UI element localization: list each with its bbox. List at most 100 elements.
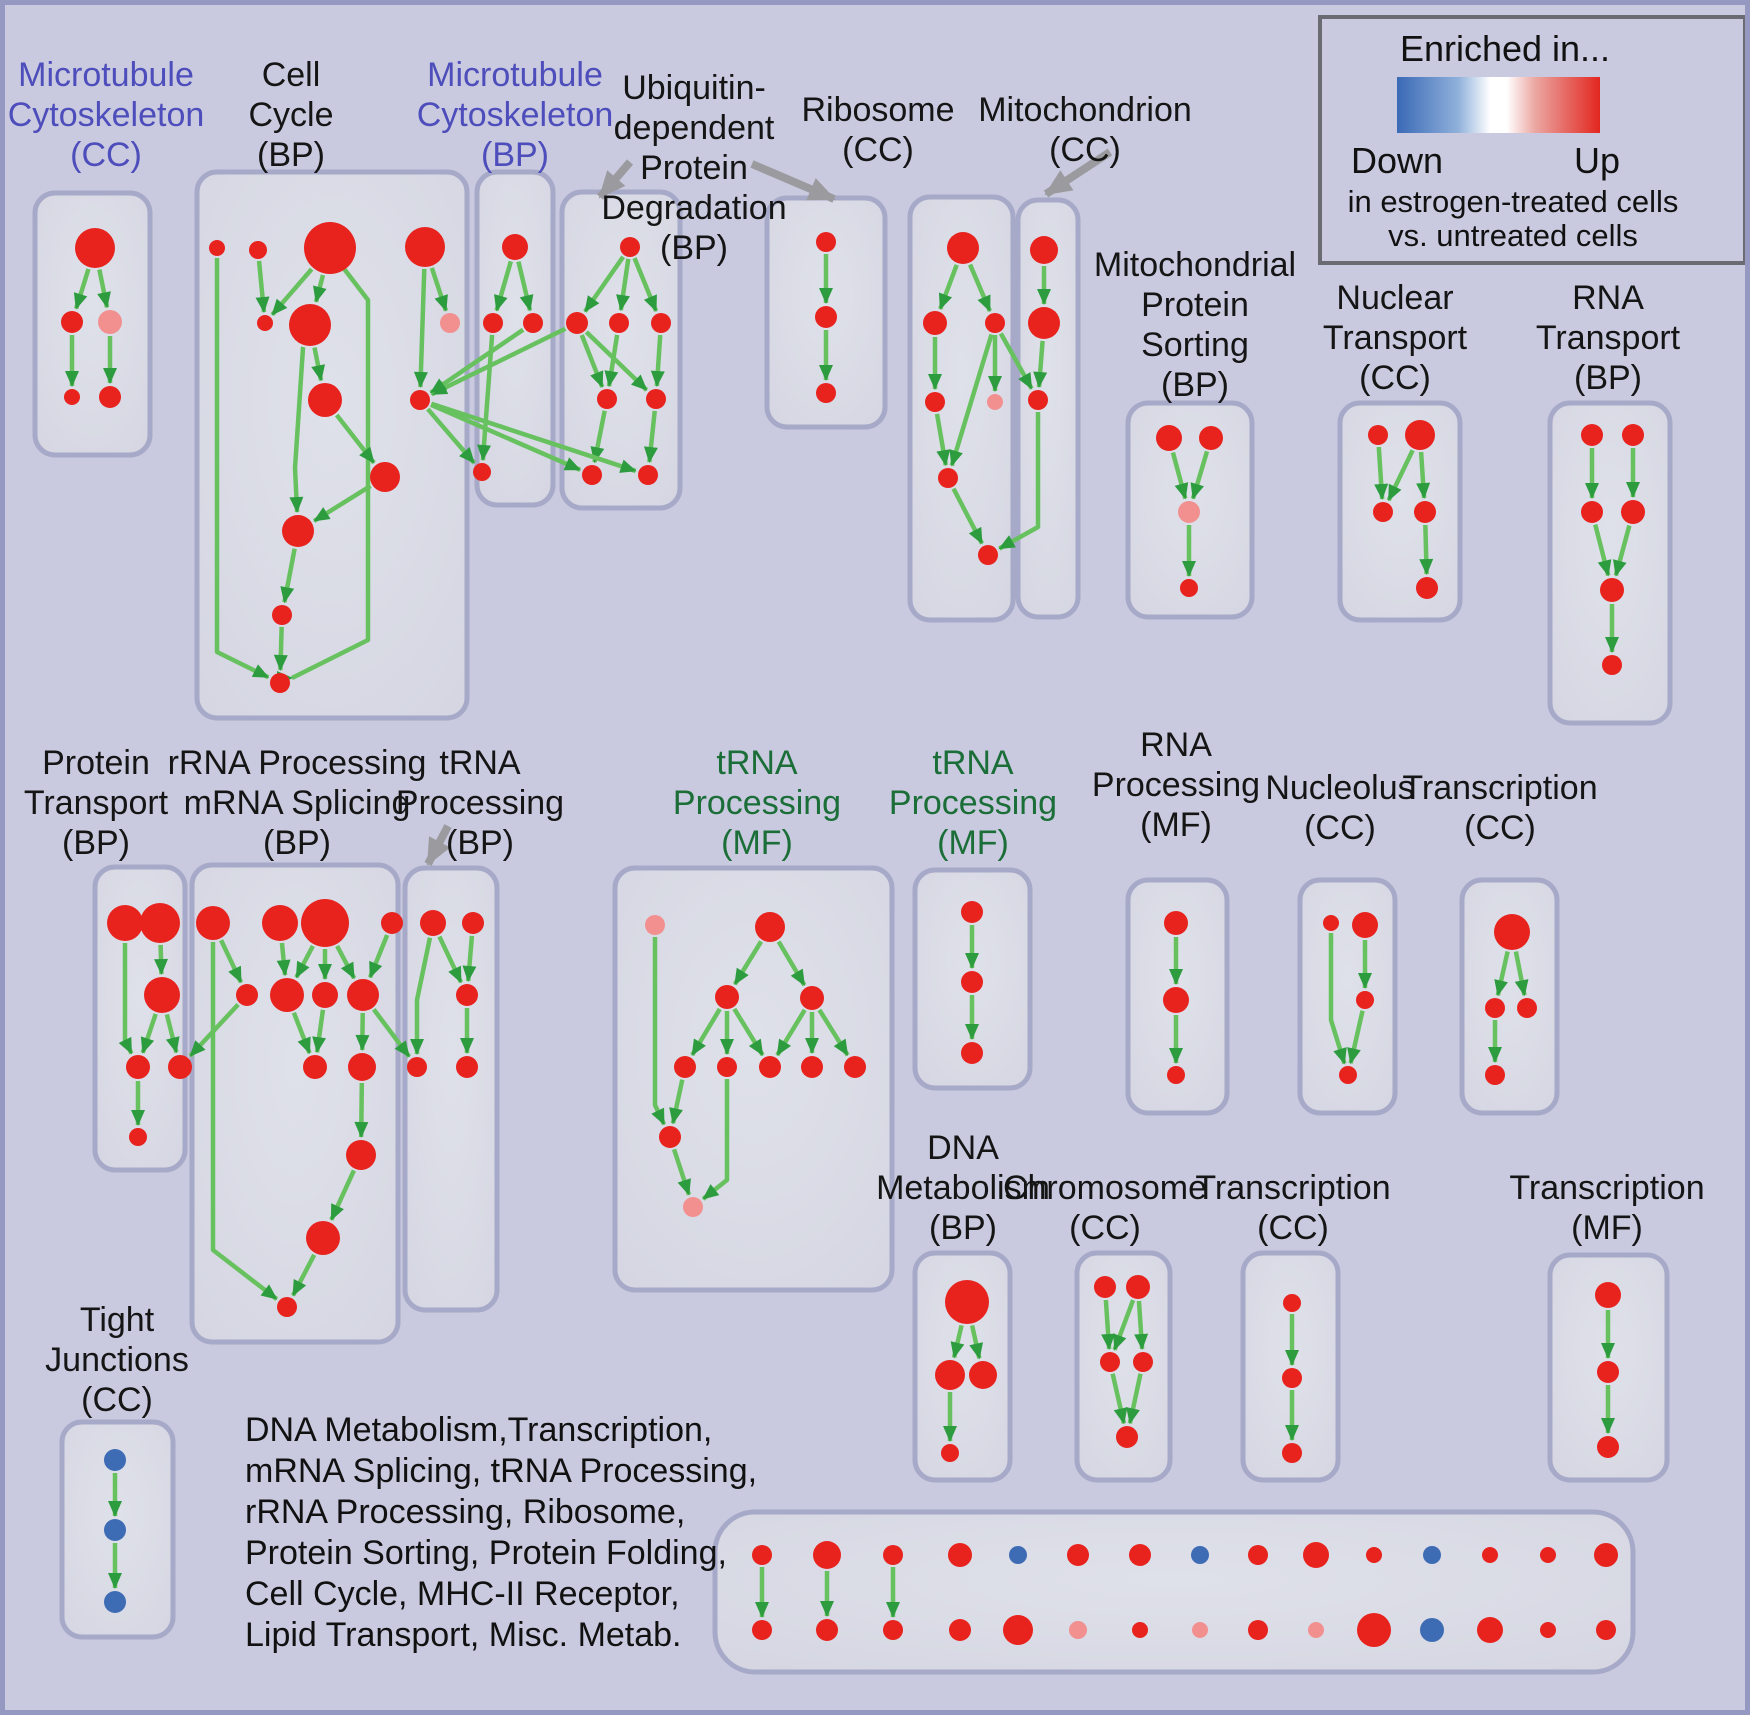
edge-arrow bbox=[289, 345, 306, 514]
go-term-node bbox=[1594, 1543, 1618, 1567]
cluster-box-chromosome bbox=[1074, 1250, 1173, 1483]
go-term-node bbox=[935, 1360, 965, 1390]
go-term-node bbox=[1094, 1276, 1116, 1298]
go-term-node bbox=[129, 1128, 147, 1146]
go-term-node bbox=[272, 605, 292, 625]
go-term-node bbox=[1485, 1065, 1505, 1085]
go-term-node bbox=[1368, 425, 1388, 445]
edge-arrow bbox=[616, 258, 631, 312]
go-term-node bbox=[659, 1126, 681, 1148]
go-term-node bbox=[674, 1056, 696, 1078]
go-term-node bbox=[473, 463, 491, 481]
cluster-box-nuclear-transport bbox=[1337, 400, 1463, 623]
edge-arrow bbox=[1328, 933, 1347, 1065]
edge-arrow bbox=[1416, 451, 1431, 500]
edge-arrow bbox=[998, 412, 1041, 551]
go-term-node bbox=[1132, 1622, 1148, 1638]
go-term-node bbox=[1420, 1618, 1444, 1642]
edge-arrow bbox=[154, 944, 168, 976]
go-term-node bbox=[64, 389, 80, 405]
edge-arrow bbox=[294, 944, 315, 979]
callout-arrow-icon bbox=[596, 159, 634, 200]
cluster-label-rrna: rRNA Processing mRNA Splicing (BP) bbox=[167, 744, 427, 862]
callout-arrow-icon bbox=[750, 160, 836, 203]
cluster-label-nucleolus: Nucleolus (CC) bbox=[1265, 769, 1415, 847]
go-term-node bbox=[883, 1545, 903, 1565]
edge-arrow bbox=[817, 1008, 850, 1057]
edge-arrow bbox=[311, 347, 326, 382]
go-term-node bbox=[407, 1057, 427, 1077]
edge-arrow bbox=[951, 487, 985, 545]
go-term-node bbox=[289, 304, 331, 346]
go-term-node bbox=[1366, 1547, 1382, 1563]
go-term-node bbox=[249, 241, 267, 259]
go-term-node bbox=[1180, 579, 1198, 597]
edge-arrow bbox=[335, 944, 357, 980]
cluster-label-ubiq-a: Ubiquitin-dependent Protein Degradation (BP… bbox=[601, 69, 787, 267]
go-term-node bbox=[1540, 1547, 1556, 1563]
cluster-box-nucleolus bbox=[1297, 877, 1398, 1116]
go-term-node bbox=[462, 912, 484, 934]
go-term-node bbox=[1356, 991, 1374, 1009]
caption-line: Cell Cycle, MHC-II Receptor, bbox=[245, 1575, 680, 1613]
caption-line: Lipid Transport, Misc. Metab. bbox=[245, 1616, 682, 1654]
go-term-node bbox=[651, 313, 671, 333]
go-term-node bbox=[816, 383, 836, 403]
go-term-node bbox=[582, 465, 602, 485]
edge-arrow bbox=[429, 327, 525, 395]
cluster-box-mt-bp bbox=[474, 169, 556, 508]
cluster-label-chromosome: Chromosome (CC) bbox=[1002, 1169, 1208, 1247]
go-term-node bbox=[978, 545, 998, 565]
go-term-node bbox=[1540, 1622, 1556, 1638]
edge-arrow bbox=[604, 334, 620, 388]
edge-arrow bbox=[188, 1002, 240, 1058]
edge-arrow bbox=[354, 1082, 369, 1138]
edge-arrow bbox=[214, 258, 270, 680]
edge-arrow bbox=[1419, 524, 1434, 576]
go-term-node bbox=[961, 971, 983, 993]
edge-arrow bbox=[430, 326, 567, 397]
go-term-node bbox=[1100, 1352, 1120, 1372]
go-term-node bbox=[1622, 424, 1644, 446]
cluster-label-nuclear-transport: Nuclear Transport (CC) bbox=[1322, 279, 1468, 397]
go-term-node bbox=[620, 237, 640, 257]
edge-arrow bbox=[969, 1324, 983, 1360]
edge-arrow bbox=[732, 1007, 765, 1057]
go-term-node bbox=[1339, 1066, 1357, 1084]
go-term-node bbox=[1199, 426, 1223, 450]
edge-arrow bbox=[1513, 951, 1529, 997]
go-term-node bbox=[985, 313, 1005, 333]
caption-line: Protein Sorting, Protein Folding, bbox=[245, 1534, 727, 1572]
go-term-node bbox=[277, 1297, 297, 1317]
edge-arrow bbox=[669, 1079, 685, 1125]
go-term-node bbox=[236, 984, 258, 1006]
legend-up-label: Up bbox=[1573, 140, 1621, 181]
edge-arrow bbox=[776, 940, 807, 987]
edge-arrow bbox=[291, 1011, 312, 1054]
edge-arrow bbox=[313, 274, 327, 303]
edge-arrow bbox=[1170, 451, 1189, 500]
go-term-node bbox=[945, 1280, 989, 1324]
go-term-node bbox=[1581, 501, 1603, 523]
go-term-node bbox=[104, 1449, 126, 1471]
go-term-node bbox=[456, 984, 478, 1006]
edge-arrow bbox=[329, 1169, 356, 1221]
go-term-node bbox=[1133, 1352, 1153, 1372]
edge-arrow bbox=[372, 1008, 411, 1058]
edge-arrow bbox=[775, 1008, 807, 1057]
go-term-node bbox=[104, 1519, 126, 1541]
go-term-node bbox=[1597, 1436, 1619, 1458]
go-term-node bbox=[1248, 1545, 1268, 1565]
edge-arrow bbox=[410, 937, 433, 1055]
cluster-label-transcription-cc-r3: Transcription (CC) bbox=[1195, 1169, 1391, 1247]
go-term-node bbox=[1581, 424, 1603, 446]
go-term-node bbox=[1414, 501, 1436, 523]
edge-arrow bbox=[290, 267, 371, 681]
go-term-node bbox=[759, 1056, 781, 1078]
edge-arrow bbox=[643, 410, 658, 464]
go-term-node bbox=[140, 903, 180, 943]
edge-arrow bbox=[413, 268, 428, 389]
go-term-node bbox=[1352, 912, 1378, 938]
edge-arrow bbox=[583, 255, 625, 313]
go-term-node bbox=[440, 313, 460, 333]
